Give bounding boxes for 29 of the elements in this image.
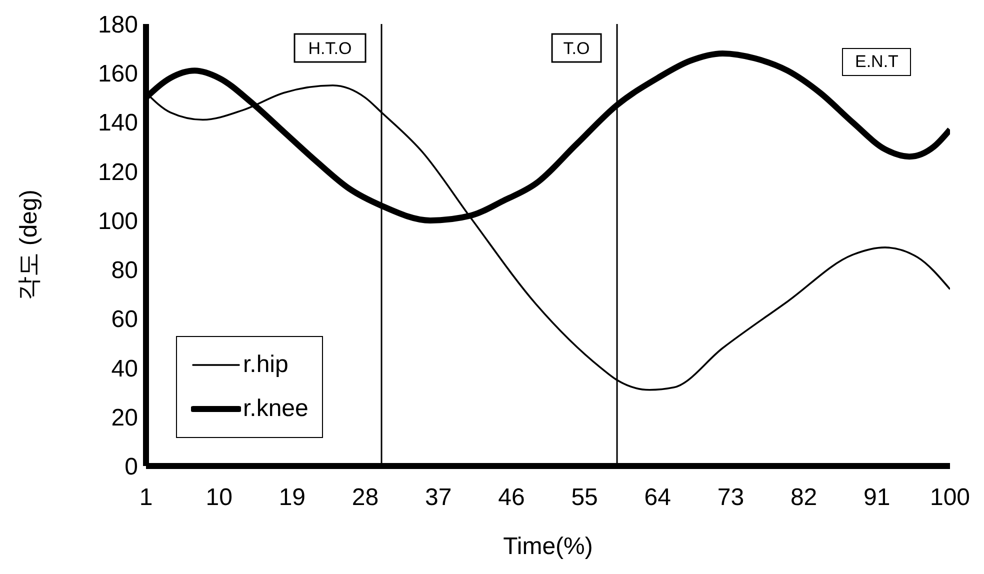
x-tick-label: 19 xyxy=(278,484,306,512)
y-axis-title: 각도 (deg) xyxy=(16,190,43,300)
y-tick-label: 40 xyxy=(111,355,138,382)
y-tick-label: 80 xyxy=(111,257,138,284)
x-tick-label: 1 xyxy=(139,484,153,512)
x-tick-label: 91 xyxy=(864,484,890,512)
y-tick-label: 180 xyxy=(98,12,138,39)
legend-label: r.hip xyxy=(243,350,288,380)
y-tick-label: 140 xyxy=(98,110,138,137)
x-tick-label: 82 xyxy=(790,484,818,512)
x-tick-label: 100 xyxy=(930,484,970,512)
ref-line-label: T.O xyxy=(563,39,590,58)
x-tick-label: 55 xyxy=(571,484,598,512)
y-tick-label: 60 xyxy=(111,306,138,334)
ref-line-label: H.T.O xyxy=(308,39,352,58)
x-tick-label: 10 xyxy=(206,484,232,512)
x-tick-label: 28 xyxy=(352,484,379,512)
x-tick-label: 64 xyxy=(644,484,671,512)
x-tick-label: 46 xyxy=(498,484,525,512)
y-tick-label: 20 xyxy=(111,404,138,432)
annotation: E.N.T xyxy=(842,48,912,76)
y-tick-label: 120 xyxy=(98,158,138,186)
y-tick-label: 100 xyxy=(98,208,138,235)
x-axis-title: Time(%) xyxy=(503,533,593,560)
legend-label: r.knee xyxy=(243,394,308,424)
y-tick-label: 0 xyxy=(124,454,138,481)
x-tick-label: 37 xyxy=(425,484,452,512)
x-tick-label: 73 xyxy=(717,484,744,512)
y-tick-label: 160 xyxy=(98,60,138,88)
